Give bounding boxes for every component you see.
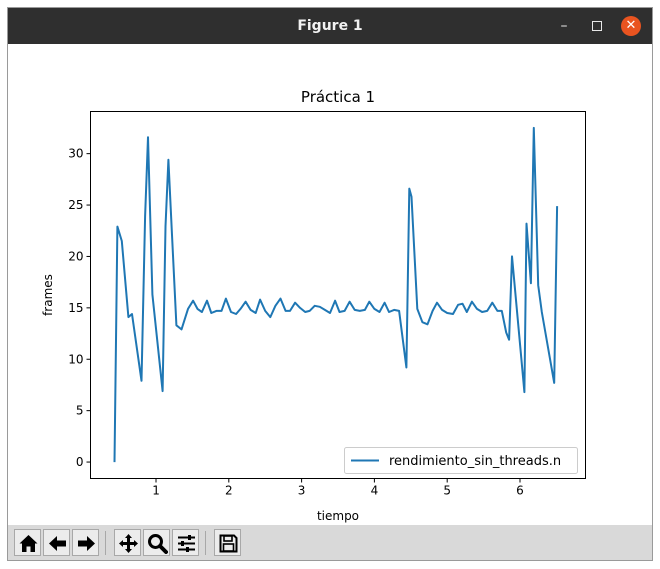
magnifier-icon [148,534,168,554]
maximize-icon[interactable] [587,16,607,36]
y-tick-label: 15 [68,301,83,315]
back-button[interactable] [43,529,70,556]
toolbar-separator [105,531,106,555]
move-icon [119,534,138,553]
toolbar-separator [205,531,206,555]
y-tick-label: 5 [76,404,84,418]
x-tick-label: 3 [298,484,306,498]
figure-canvas[interactable]: Práctica 1 1 2 3 4 5 6 0 5 10 15 20 25 30 tiempo fra… [8,44,652,525]
sliders-icon [178,535,195,552]
forward-button[interactable] [72,529,99,556]
y-tick-label: 20 [68,249,83,263]
y-tick-label: 25 [68,198,83,212]
title-bar[interactable]: Figure 1 – ✕ [8,8,652,44]
y-axis-label: frames [41,274,55,316]
chart-title: Práctica 1 [301,88,375,106]
series-line [113,126,559,463]
legend: rendimiento_sin_threads.n [344,447,578,474]
save-button[interactable] [214,529,241,556]
line-chart: Práctica 1 1 2 3 4 5 6 0 5 10 15 20 25 30 tiempo fra… [41,88,586,523]
arrow-left-icon [49,536,66,551]
home-button[interactable] [14,529,41,556]
configure-subplots-button[interactable] [172,529,199,556]
pan-button[interactable] [114,529,141,556]
window-title: Figure 1 [297,18,363,34]
floppy-disk-icon [219,534,238,553]
x-tick-label: 6 [516,484,524,498]
x-tick-label: 2 [225,484,233,498]
legend-label: rendimiento_sin_threads.n [389,454,561,469]
minimize-icon[interactable]: – [560,18,568,34]
y-tick-label: 30 [68,147,83,161]
close-icon[interactable]: ✕ [621,16,641,36]
plot-area-frame [90,111,586,479]
y-tick-label: 10 [68,352,83,366]
arrow-right-icon [78,536,95,551]
figure-window: Figure 1 – ✕ Práctica 1 1 2 3 4 5 6 0 5 10 15 20 25… [8,8,652,560]
x-axis-label: tiempo [317,509,359,523]
y-tick-label: 0 [76,455,84,469]
zoom-button[interactable] [143,529,170,556]
legend-box [344,447,578,474]
x-tick-label: 4 [371,484,379,498]
x-tick-label: 5 [443,484,451,498]
home-icon [19,535,38,552]
x-tick-label: 1 [152,484,160,498]
navigation-toolbar [8,525,652,560]
